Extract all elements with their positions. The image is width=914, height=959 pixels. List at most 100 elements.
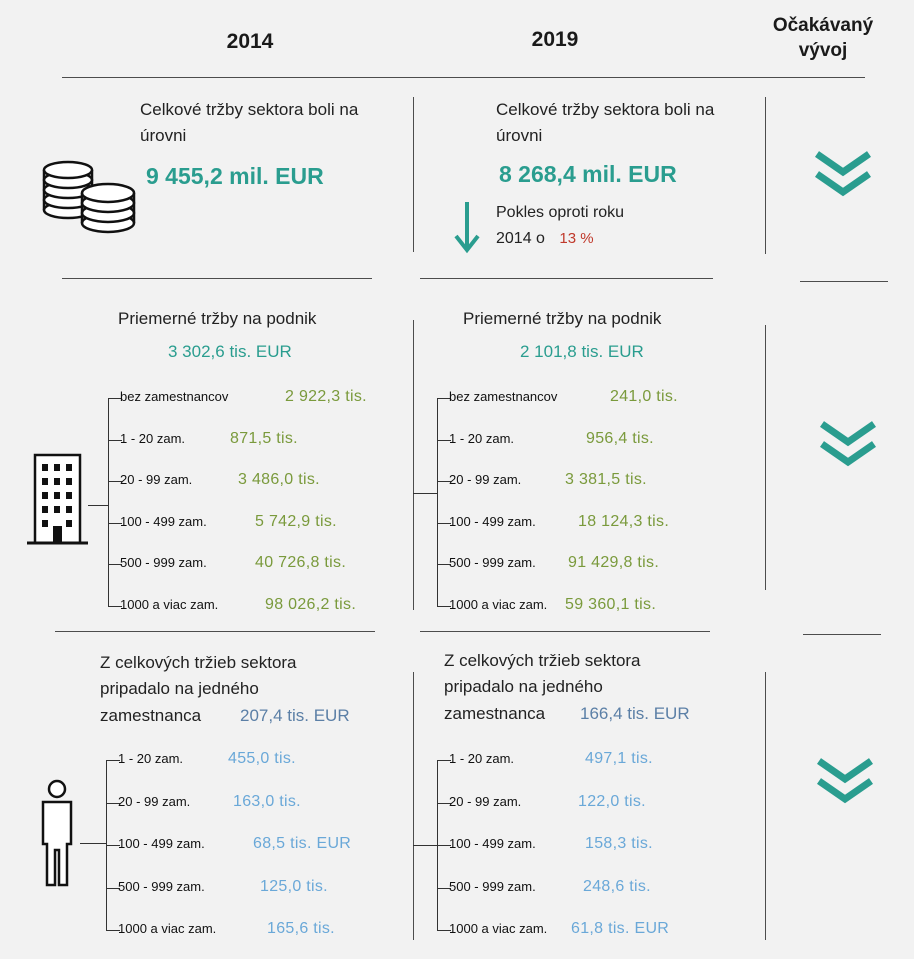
- per-emp-label-2019-line1: Z celkových tržieb sektora: [444, 651, 641, 670]
- decline-percent: 13 %: [559, 230, 594, 247]
- avg-firm-total-2019: 2 101,8 tis. EUR: [520, 342, 644, 361]
- category-label: bez zamestnancov: [120, 389, 229, 404]
- tree-branch: [437, 564, 451, 565]
- category-value: 158,3 tis.: [585, 835, 653, 852]
- category-value: 5 742,9 tis.: [255, 512, 337, 530]
- category-value: 98 026,2 tis.: [265, 595, 357, 613]
- tree-branch: [106, 887, 120, 889]
- category-label: 500 - 999 zam.: [120, 555, 207, 570]
- double-chevron-down-icon: [820, 421, 876, 467]
- decline-year: 2014 o: [496, 230, 545, 247]
- category-label: 500 - 999 zam.: [118, 878, 205, 894]
- category-value: 61,8 tis. EUR: [571, 920, 670, 937]
- tree-spine: [108, 398, 109, 606]
- tree-branch: [437, 887, 451, 889]
- per-emp-label-2014-line2: pripadalo na jedného: [100, 679, 259, 698]
- category-label: 1 - 20 zam.: [118, 751, 184, 766]
- category-value: 59 360,1 tis.: [565, 595, 657, 613]
- tree-branch: [437, 481, 451, 482]
- tree-branch: [437, 439, 451, 441]
- category-value: 68,5 tis. EUR: [253, 835, 352, 852]
- category-value: 165,6 tis.: [267, 920, 335, 937]
- tree-branch: [106, 802, 120, 804]
- category-label: bez zamestnancov: [449, 389, 558, 404]
- header-expected-trend: Očakávaný vývoj: [772, 15, 874, 61]
- col-divider-3: [413, 672, 414, 940]
- tree-branch: [437, 398, 451, 399]
- category-label: 500 - 999 zam.: [449, 555, 536, 570]
- tree-branch: [437, 605, 451, 607]
- category-label: 100 - 499 zam.: [120, 513, 207, 529]
- per-emp-label-2019-line3: zamestnanca: [444, 704, 546, 723]
- per-emp-label-2014-line3: zamestnanca: [100, 706, 202, 725]
- per-emp-total-2019: 166,4 tis. EUR: [580, 704, 690, 723]
- category-label: 20 - 99 zam.: [120, 472, 193, 487]
- avg-firm-label-2014: Priemerné tržby na podnik: [118, 309, 317, 328]
- tree-branch: [108, 398, 122, 399]
- col-divider-2: [413, 320, 414, 610]
- tree-branch: [108, 522, 122, 524]
- category-value: 956,4 tis.: [586, 429, 654, 447]
- tree-branch: [108, 605, 122, 607]
- category-value: 3 381,5 tis.: [565, 471, 647, 488]
- tree-branch: [437, 760, 451, 761]
- tree-branch: [437, 930, 451, 931]
- category-value: 2 922,3 tis.: [285, 388, 367, 405]
- category-value: 455,0 tis.: [228, 750, 296, 767]
- category-label: 500 - 999 zam.: [449, 878, 536, 894]
- per-emp-label-2019-line2: pripadalo na jedného: [444, 677, 603, 696]
- tree-branch: [437, 845, 451, 846]
- tree-branch: [437, 522, 451, 524]
- category-label: 1000 a viac zam.: [449, 921, 548, 936]
- category-value: 3 486,0 tis.: [238, 471, 320, 488]
- tree-spine: [437, 398, 438, 606]
- tree-stem: [88, 505, 108, 506]
- category-value: 248,6 tis.: [583, 877, 651, 895]
- category-value: 163,0 tis.: [233, 792, 301, 810]
- building-icon: [27, 453, 88, 545]
- coins-icon: [42, 160, 136, 234]
- category-label: 1000 a viac zam.: [120, 596, 219, 612]
- category-value: 497,1 tis.: [585, 750, 653, 767]
- col-divider-4: [765, 97, 766, 254]
- decline-text-line2: 2014 o 13 %: [496, 226, 594, 252]
- category-label: 1 - 20 zam.: [449, 430, 515, 446]
- category-label: 1000 a viac zam.: [118, 921, 217, 936]
- tree-stem: [80, 843, 106, 844]
- divider-1b: [420, 278, 713, 279]
- divider-2c: [803, 634, 881, 635]
- tree-branch: [106, 930, 120, 931]
- tree-branch: [108, 439, 122, 441]
- per-emp-label-2014-line1: Z celkových tržieb sektora: [100, 653, 297, 672]
- category-label: 1000 a viac zam.: [449, 596, 548, 612]
- divider-1a: [62, 278, 372, 279]
- person-icon: [41, 779, 73, 887]
- decline-text-line1: Pokles oproti roku: [496, 204, 625, 221]
- down-arrow-icon: [454, 202, 480, 254]
- category-label: 20 - 99 zam.: [449, 472, 522, 487]
- category-label: 100 - 499 zam.: [449, 836, 536, 851]
- avg-firm-label-2019: Priemerné tržby na podnik: [463, 309, 662, 328]
- col-divider-6: [765, 672, 766, 940]
- tree-stem: [413, 493, 437, 494]
- tree-branch: [106, 760, 120, 761]
- header-2014: 2014: [226, 30, 274, 53]
- revenue-2014-label: Celkové tržby sektora boli na úrovni: [140, 100, 359, 145]
- category-value: 18 124,3 tis.: [578, 512, 670, 530]
- category-label: 1 - 20 zam.: [449, 751, 515, 766]
- tree-stem: [413, 845, 437, 846]
- category-label: 100 - 499 zam.: [449, 513, 536, 529]
- col-divider-5: [765, 325, 766, 590]
- col-divider-1: [413, 97, 414, 252]
- category-label: 1 - 20 zam.: [120, 430, 186, 446]
- category-value: 122,0 tis.: [578, 792, 646, 810]
- avg-firm-total-2014: 3 302,6 tis. EUR: [168, 342, 292, 361]
- revenue-2019-label: Celkové tržby sektora boli na úrovni: [496, 100, 715, 145]
- category-label: 20 - 99 zam.: [118, 793, 191, 809]
- divider-1c: [800, 281, 888, 282]
- category-label: 20 - 99 zam.: [449, 793, 522, 809]
- divider-2a: [55, 631, 375, 632]
- divider-2b: [420, 631, 710, 632]
- tree-branch: [108, 564, 122, 565]
- tree-branch: [106, 845, 120, 846]
